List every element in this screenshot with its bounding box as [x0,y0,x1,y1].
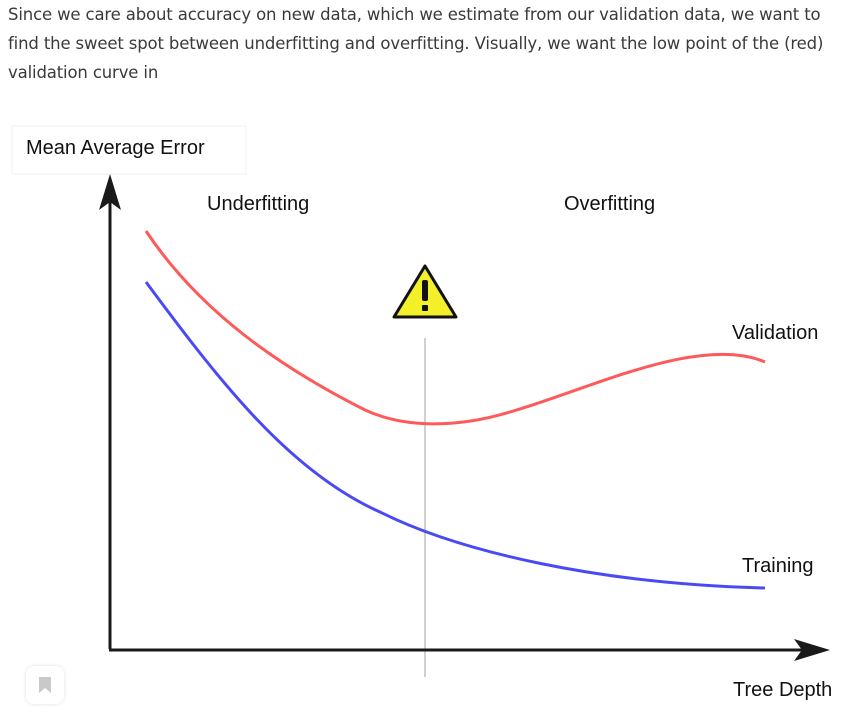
x-axis-label: Tree Depth [733,679,832,701]
intro-paragraph: Since we care about accuracy on new data… [8,0,864,87]
validation-curve [144,230,766,426]
overfitting-label: Overfitting [564,193,655,215]
bookmark-icon [39,677,51,693]
intro-line-2: find the sweet spot between underfitting… [8,34,824,53]
fitting-diagram: Mean Average Error Underfitting Overfitt… [0,112,868,712]
y-axis-label-box [11,125,247,175]
intro-line-3: validation curve in [8,63,159,82]
warning-triangle-icon [392,264,458,319]
underfitting-label: Underfitting [207,193,309,215]
x-axis-arrow-icon [794,639,830,661]
training-curve [144,281,766,590]
validation-label: Validation [732,322,818,344]
training-label: Training [742,555,814,577]
y-axis-label: Mean Average Error [26,137,205,159]
bookmark-button[interactable] [26,666,64,704]
y-axis-arrow-icon [99,174,121,210]
intro-line-1: Since we care about accuracy on new data… [8,5,821,24]
fitting-diagram-svg: Mean Average Error Underfitting Overfitt… [11,125,832,701]
